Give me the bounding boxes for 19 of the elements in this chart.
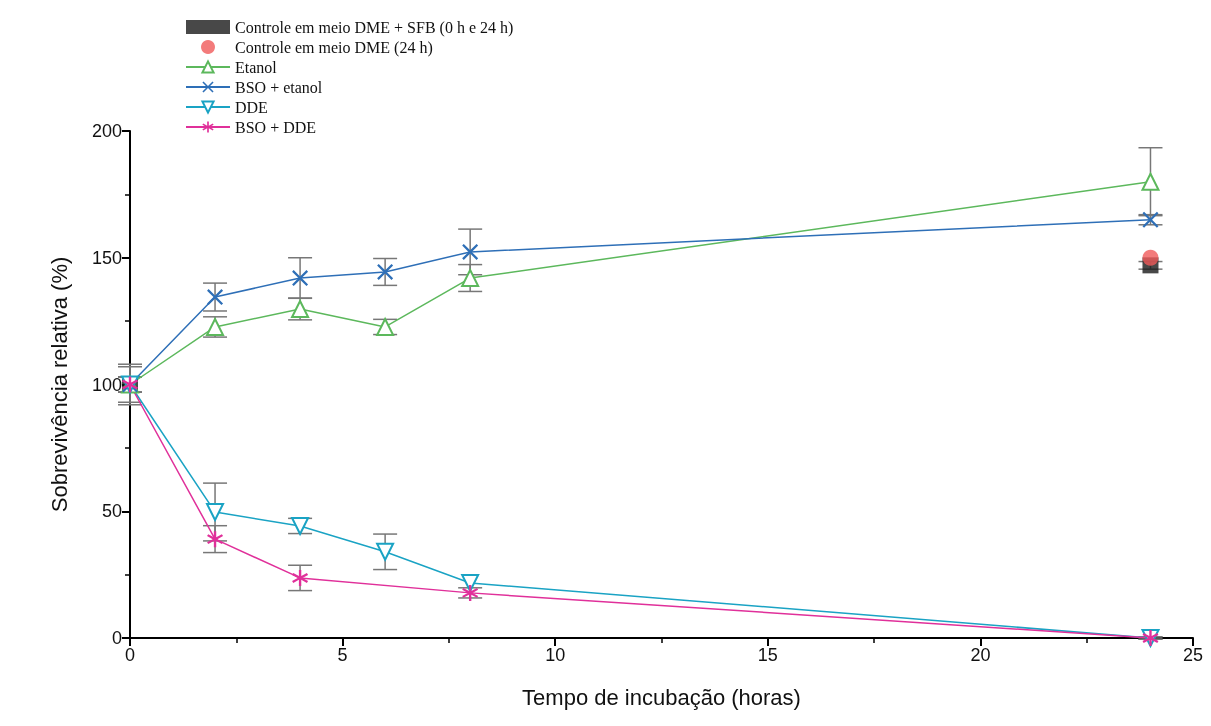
x-tick-label: 5 — [337, 645, 348, 665]
x-tick-label: 0 — [124, 645, 136, 665]
y-tick-label: 50 — [101, 501, 122, 522]
y-tick-label: 0 — [111, 628, 122, 648]
legend-label: BSO + etanol — [235, 78, 323, 96]
legend-label: Controle em meio DME + SFB (0 h e 24 h) — [235, 18, 514, 37]
y-tick-label: 150 — [91, 247, 122, 268]
x-tick-label: 15 — [757, 645, 778, 665]
x-tick-label: 25 — [1182, 645, 1204, 665]
y-tick-label: 200 — [91, 121, 122, 141]
x-tick-label: 20 — [970, 645, 991, 665]
x-tick-label: 10 — [545, 645, 566, 665]
legend-label: Controle em meio DME (24 h) — [235, 38, 433, 57]
y-axis-title: Sobrevivência relativa (%) — [46, 256, 72, 513]
y-tick-label: 100 — [91, 374, 122, 395]
legend-label: BSO + DDE — [235, 118, 317, 136]
legend-label: Etanol — [235, 58, 278, 76]
x-axis-title: Tempo de incubação (horas) — [522, 684, 801, 710]
legend-label: DDE — [235, 98, 268, 116]
